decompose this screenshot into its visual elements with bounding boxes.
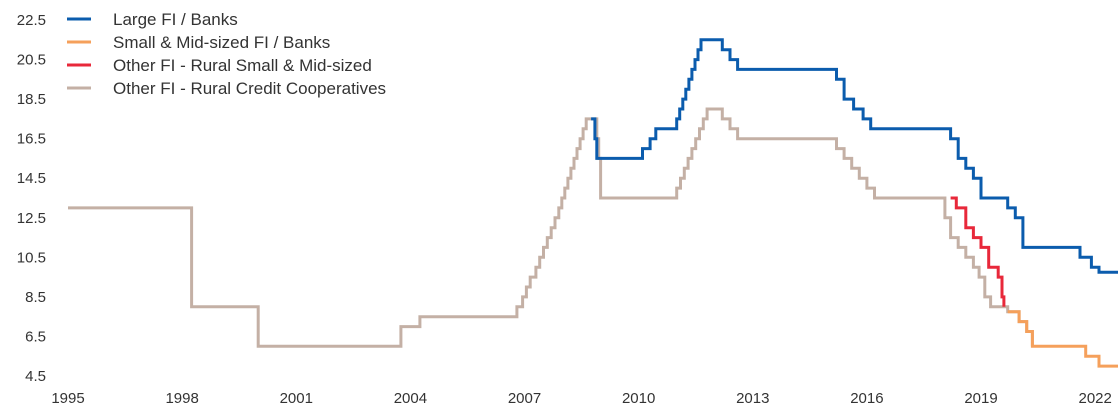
legend-label-0: Large FI / Banks [113,10,238,29]
y-tick-label: 10.5 [17,249,46,266]
y-tick-label: 6.5 [25,328,46,345]
y-tick-label: 16.5 [17,131,46,148]
x-tick-label: 2007 [508,390,541,407]
x-tick-label: 2010 [622,390,655,407]
x-axis-tick-labels: 1995 1998 2001 2004 2007 2010 2013 2016 2019 2022 [51,390,1112,407]
x-tick-label: 2022 [1078,390,1111,407]
y-tick-label: 20.5 [17,52,46,69]
y-tick-label: 12.5 [17,210,46,227]
y-tick-label: 8.5 [25,289,46,306]
x-tick-label: 2001 [280,390,313,407]
x-tick-label: 1995 [51,390,84,407]
y-tick-label: 4.5 [25,368,46,385]
series-line-3 [68,107,1034,348]
series-line-0 [591,38,1118,274]
x-tick-label: 2016 [850,390,883,407]
legend: Large FI / Banks Small & Mid-sized FI / B… [67,10,386,98]
x-tick-label: 2019 [964,390,997,407]
x-tick-label: 2004 [394,390,427,407]
series-lines [68,38,1118,368]
y-tick-label: 22.5 [17,12,46,29]
y-tick-label: 14.5 [17,170,46,187]
x-tick-label: 1998 [165,390,198,407]
legend-label-1: Small & Mid-sized FI / Banks [113,33,330,52]
legend-label-2: Other FI - Rural Small & Mid-sized [113,56,372,75]
series-line-1 [1007,310,1118,368]
y-axis-tick-labels: 22.5 20.5 18.5 16.5 14.5 12.5 10.5 8.5 6.5 4.5 [17,12,46,385]
series-line-2 [950,196,1006,307]
legend-label-3: Other FI - Rural Credit Cooperatives [113,79,386,98]
y-tick-label: 18.5 [17,91,46,108]
x-tick-label: 2013 [736,390,769,407]
